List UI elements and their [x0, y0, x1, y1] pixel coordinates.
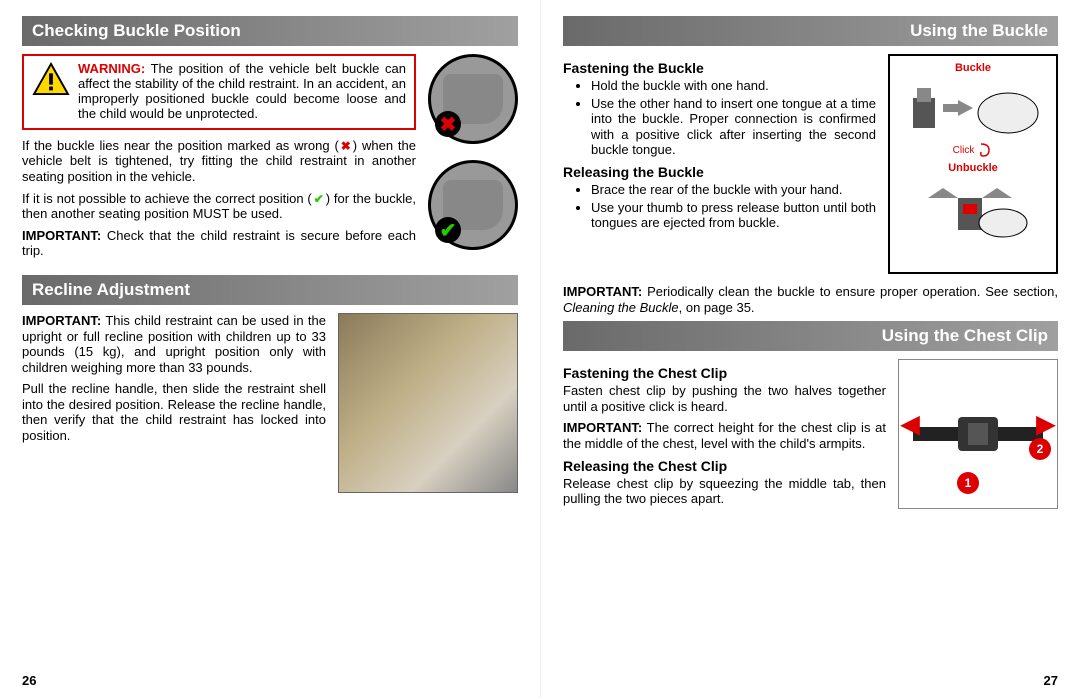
unbuckle-icon: [903, 178, 1043, 238]
section-header-using-buckle: Using the Buckle: [563, 16, 1058, 46]
col-buckle-text: Fastening the Buckle Hold the buckle wit…: [563, 54, 876, 274]
inline-check-icon: ✔: [312, 192, 326, 206]
wrong-buckle-illustration: [428, 54, 518, 144]
warning-box: WARNING: The position of the vehicle bel…: [22, 54, 416, 130]
buckle-label-bottom: Unbuckle: [948, 162, 998, 174]
warning-label: WARNING:: [78, 61, 145, 76]
page-spread: Checking Buckle Position WARNING: The po…: [0, 0, 1080, 698]
para-wrong-position: If the buckle lies near the position mar…: [22, 138, 416, 185]
important-label: IMPORTANT:: [563, 420, 642, 435]
important-label: IMPORTANT:: [22, 228, 101, 243]
page-number: 27: [1044, 673, 1058, 688]
buckle-important: IMPORTANT: Periodically clean the buckle…: [563, 284, 1058, 315]
col-chest-clip-text: Fastening the Chest Clip Fasten chest cl…: [563, 359, 886, 513]
section-header-recline: Recline Adjustment: [22, 275, 518, 305]
subhead-fastening-buckle: Fastening the Buckle: [563, 60, 876, 76]
col-recline-photo: [338, 313, 518, 493]
correct-mark-icon: [435, 217, 461, 243]
section-header-buckle-position: Checking Buckle Position: [22, 16, 518, 46]
list-item: Use your thumb to press release button u…: [591, 200, 876, 231]
chest-clip-diagram: ◀ ▶ 1 2: [898, 359, 1058, 509]
releasing-clip-text: Release chest clip by squeezing the midd…: [563, 476, 886, 507]
fastening-buckle-list: Hold the buckle with one hand. Use the o…: [563, 78, 876, 158]
list-item: Brace the rear of the buckle with your h…: [591, 182, 876, 198]
clip-important: IMPORTANT: The correct height for the ch…: [563, 420, 886, 451]
para-important-secure: IMPORTANT: Check that the child restrain…: [22, 228, 416, 259]
buckle-label-top: Buckle: [955, 62, 991, 74]
buckle-insert-icon: [903, 78, 1043, 138]
inline-x-icon: ✖: [339, 139, 353, 153]
row-chest-clip: Fastening the Chest Clip Fasten chest cl…: [563, 359, 1058, 513]
list-item: Hold the buckle with one hand.: [591, 78, 876, 94]
col-warning-text: WARNING: The position of the vehicle bel…: [22, 54, 416, 265]
releasing-buckle-list: Brace the rear of the buckle with your h…: [563, 182, 876, 231]
subhead-fastening-clip: Fastening the Chest Clip: [563, 365, 886, 381]
para-correct-position: If it is not possible to achieve the cor…: [22, 191, 416, 222]
col-buckle-images: [428, 54, 518, 265]
warning-triangle-icon: [32, 62, 70, 96]
step-1-badge: 1: [957, 472, 979, 494]
ear-icon: [977, 142, 993, 158]
important-label: IMPORTANT:: [563, 284, 642, 299]
left-page: Checking Buckle Position WARNING: The po…: [0, 0, 540, 698]
list-item: Use the other hand to insert one tongue …: [591, 96, 876, 158]
recline-handle-photo: [338, 313, 518, 493]
click-label: Click: [953, 145, 975, 156]
warning-text: WARNING: The position of the vehicle bel…: [78, 62, 406, 122]
section-header-chest-clip: Using the Chest Clip: [563, 321, 1058, 351]
wrong-mark-icon: [435, 111, 461, 137]
right-page: Using the Buckle Fastening the Buckle Ho…: [540, 0, 1080, 698]
arrow-right-icon: ▶: [1037, 410, 1055, 439]
recline-important: IMPORTANT: This child restraint can be u…: [22, 313, 326, 375]
row-recline: IMPORTANT: This child restraint can be u…: [22, 313, 518, 493]
row-warning: WARNING: The position of the vehicle bel…: [22, 54, 518, 265]
row-using-buckle: Fastening the Buckle Hold the buckle wit…: [563, 54, 1058, 274]
arrow-left-icon: ◀: [901, 410, 919, 439]
cleaning-ref: Cleaning the Buckle: [563, 300, 679, 315]
important-label: IMPORTANT:: [22, 313, 101, 328]
subhead-releasing-clip: Releasing the Chest Clip: [563, 458, 886, 474]
subhead-releasing-buckle: Releasing the Buckle: [563, 164, 876, 180]
page-number: 26: [22, 673, 36, 688]
fastening-clip-text: Fasten chest clip by pushing the two hal…: [563, 383, 886, 414]
recline-instructions: Pull the recline handle, then slide the …: [22, 381, 326, 443]
buckle-diagram-box: Buckle Click Unbuckle: [888, 54, 1058, 274]
col-recline-text: IMPORTANT: This child restraint can be u…: [22, 313, 326, 493]
chest-clip-icon: [903, 399, 1053, 469]
correct-buckle-illustration: [428, 160, 518, 250]
